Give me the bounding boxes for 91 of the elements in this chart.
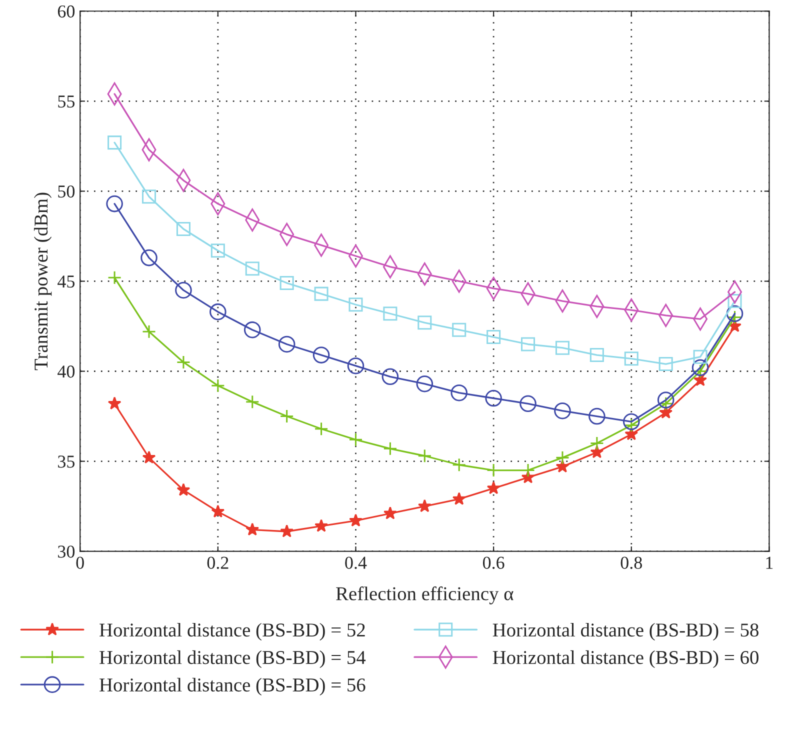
point [450, 384, 468, 402]
point [176, 222, 190, 236]
point [314, 519, 328, 532]
point [108, 396, 122, 410]
point [521, 337, 536, 352]
point [245, 262, 260, 276]
point [624, 352, 638, 366]
point [142, 190, 156, 204]
point [382, 368, 399, 386]
legend-label: Horizontal distance (BS-BD) = 52 [100, 622, 365, 641]
point [314, 422, 328, 436]
point [657, 392, 674, 408]
point [210, 303, 226, 320]
point [486, 330, 501, 344]
legend-label: Horizontal distance (BS-BD) = 56 [100, 678, 366, 696]
point [278, 336, 296, 353]
point [728, 310, 742, 324]
point [590, 348, 604, 362]
y-tick-label: 50 [58, 185, 75, 198]
point [588, 408, 606, 425]
point [418, 448, 432, 463]
point [210, 378, 225, 393]
y-axis-title: Transmit power (dBm) [34, 192, 52, 370]
point [555, 340, 570, 355]
point [692, 359, 709, 376]
point [140, 249, 158, 266]
point [383, 442, 398, 456]
point [245, 394, 260, 409]
point [658, 396, 673, 411]
point [622, 413, 640, 430]
point [244, 321, 261, 338]
point [555, 450, 570, 465]
point [693, 350, 708, 364]
point [210, 244, 225, 258]
point [452, 458, 466, 472]
point [556, 460, 570, 472]
point [108, 270, 122, 285]
point [694, 373, 708, 386]
point [142, 450, 156, 464]
point [383, 306, 398, 321]
y-tick-label: 55 [58, 96, 75, 108]
y-tick-label: 40 [58, 366, 75, 378]
point [728, 294, 742, 308]
point [348, 432, 363, 447]
y-tick-label: 35 [58, 456, 75, 468]
point [416, 375, 434, 392]
point [314, 286, 328, 301]
point [106, 195, 123, 212]
x-tick-label: 0 [76, 556, 84, 569]
point [693, 364, 708, 378]
point [418, 316, 432, 330]
x-tick-label: 1 [766, 556, 773, 569]
x-tick-label: 0.4 [345, 556, 367, 569]
y-tick-label: 30 [58, 546, 75, 558]
point [312, 346, 330, 364]
point [280, 524, 294, 538]
point [175, 282, 192, 299]
point [452, 492, 466, 505]
point [211, 504, 225, 518]
point [452, 322, 466, 337]
point [348, 298, 363, 312]
point [520, 395, 536, 412]
point [349, 514, 362, 527]
point [486, 481, 500, 494]
point [418, 499, 432, 512]
point [246, 522, 260, 536]
point [280, 276, 294, 290]
point [726, 305, 744, 322]
point [383, 506, 397, 520]
point [624, 418, 638, 432]
point [176, 355, 190, 370]
point [485, 390, 502, 407]
x-tick-label: 0.8 [620, 556, 642, 569]
point [142, 324, 156, 339]
point [554, 402, 571, 420]
legend-label: Horizontal distance (BS-BD) = 58 [492, 622, 758, 641]
x-tick-label: 0.2 [207, 556, 228, 569]
y-tick-label: 60 [58, 5, 75, 18]
legend-label: Horizontal distance (BS-BD) = 60 [492, 650, 758, 668]
point [280, 409, 294, 424]
x-tick-label: 0.6 [482, 556, 504, 569]
point [108, 136, 122, 150]
point [176, 483, 190, 496]
y-tick-label: 45 [58, 276, 75, 288]
point [347, 357, 364, 374]
x-axis-title: Reflection efficiency α [336, 586, 514, 604]
point [658, 357, 673, 372]
legend-label: Horizontal distance (BS-BD) = 54 [100, 650, 366, 668]
point [590, 436, 604, 450]
point [624, 427, 638, 440]
point [590, 445, 604, 458]
